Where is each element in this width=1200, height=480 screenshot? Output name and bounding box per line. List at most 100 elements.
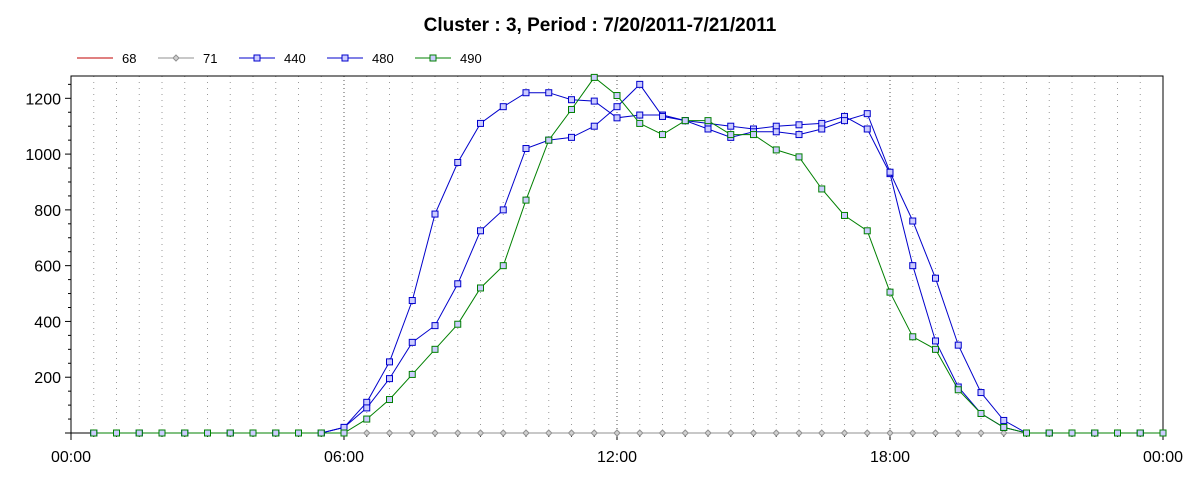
legend-marker <box>341 54 349 62</box>
data-point <box>772 429 780 437</box>
data-point <box>1068 429 1076 437</box>
data-point <box>545 136 553 144</box>
x-tick-label: 18:00 <box>870 449 910 466</box>
data-point <box>249 429 257 437</box>
data-point <box>522 429 530 437</box>
data-point <box>909 429 917 437</box>
data-point <box>1000 423 1008 431</box>
data-point <box>385 429 394 437</box>
data-point <box>522 196 530 204</box>
legend-item-480: 480 <box>327 51 394 66</box>
legend-marker <box>429 54 437 62</box>
data-point <box>863 429 871 437</box>
data-point <box>454 429 462 437</box>
series-480 <box>90 80 1167 437</box>
data-point <box>932 345 939 353</box>
legend-item-440: 440 <box>239 51 306 66</box>
data-point <box>636 429 644 437</box>
legend-item-71: 71 <box>158 51 217 66</box>
data-point <box>408 429 416 437</box>
y-tick-label: 800 <box>34 203 61 220</box>
data-point <box>795 429 803 437</box>
data-point <box>818 429 826 437</box>
data-point <box>772 146 780 154</box>
data-point <box>658 429 667 437</box>
legend-marker <box>172 54 180 62</box>
data-point <box>681 117 689 125</box>
legend-label: 71 <box>203 51 217 66</box>
y-tick-label: 200 <box>34 370 61 387</box>
data-point <box>659 131 666 139</box>
x-tick-label: 00:00 <box>1143 449 1183 466</box>
data-point <box>954 341 962 349</box>
data-point <box>431 210 439 218</box>
data-point <box>590 73 598 81</box>
data-point <box>499 262 507 270</box>
data-point <box>522 145 530 153</box>
data-point <box>659 112 666 120</box>
data-point <box>1091 429 1099 437</box>
data-point <box>772 128 780 136</box>
data-point <box>386 396 393 404</box>
data-point <box>408 338 416 346</box>
data-point <box>750 131 757 139</box>
data-point <box>977 429 985 437</box>
data-point <box>841 117 848 125</box>
series-440 <box>90 89 1167 437</box>
x-tick-label: 12:00 <box>597 449 637 466</box>
data-point <box>1045 429 1053 437</box>
data-point <box>636 111 644 119</box>
gridlines <box>93 76 1141 433</box>
data-point <box>454 320 462 328</box>
data-point <box>477 227 484 235</box>
data-point <box>431 345 439 353</box>
data-point <box>1000 416 1008 424</box>
data-point <box>954 429 962 437</box>
data-point <box>363 429 371 437</box>
legend-item-68: 68 <box>77 51 136 66</box>
data-point <box>863 125 871 133</box>
data-point <box>1136 429 1144 437</box>
data-point <box>545 429 553 437</box>
data-point <box>727 429 735 437</box>
data-point <box>704 429 712 437</box>
legend: 68 71 440 480 490 <box>77 51 482 66</box>
data-point <box>272 429 280 437</box>
data-point <box>704 117 712 125</box>
data-point <box>613 114 621 122</box>
data-point <box>90 429 98 437</box>
data-point <box>681 429 689 437</box>
data-point <box>499 206 507 214</box>
legend-label: 480 <box>372 51 394 66</box>
data-point <box>841 211 848 219</box>
data-point <box>408 297 416 305</box>
data-point <box>590 429 598 437</box>
legend-label: 490 <box>460 51 482 66</box>
data-point <box>568 133 575 141</box>
y-tick-label: 1000 <box>25 147 61 164</box>
y-tick-label: 600 <box>34 259 61 276</box>
chart-title: Cluster : 3, Period : 7/20/2011-7/21/201… <box>424 15 777 36</box>
data-point <box>886 288 894 296</box>
data-point <box>886 168 894 176</box>
series-line <box>93 76 1163 434</box>
data-point <box>590 97 598 105</box>
data-point <box>158 429 166 437</box>
data-point <box>363 415 371 423</box>
data-point <box>977 409 985 417</box>
plot-frame <box>70 75 1164 434</box>
data-point <box>613 92 621 100</box>
data-point <box>522 89 530 97</box>
legend-label: 440 <box>284 51 306 66</box>
data-point <box>408 370 416 378</box>
data-point <box>499 103 507 111</box>
data-point <box>568 105 575 113</box>
data-point <box>204 429 211 437</box>
data-point <box>954 386 962 394</box>
y-tick-label: 400 <box>34 314 61 331</box>
data-point <box>1000 429 1008 437</box>
data-point <box>431 429 439 437</box>
data-point <box>704 125 712 133</box>
data-point <box>818 185 826 193</box>
